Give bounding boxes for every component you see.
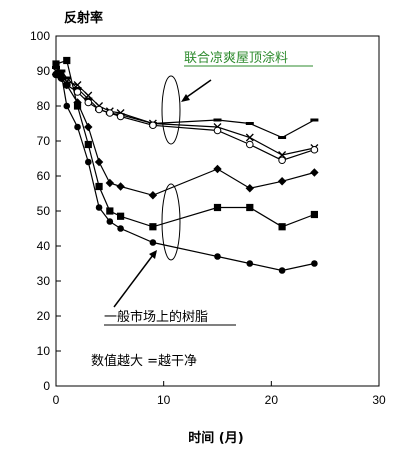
annotation-resin-label: 一般市场上的树脂 [104, 309, 208, 325]
data-point [63, 56, 71, 65]
data-point [106, 207, 114, 215]
y-tick-label: 100 [30, 29, 50, 43]
x-tick-label: 10 [157, 393, 171, 407]
series-line [55, 59, 315, 228]
x-tick-label: 0 [53, 393, 60, 407]
y-tick-label: 50 [37, 204, 51, 218]
data-point [245, 133, 254, 142]
data-point [310, 168, 319, 177]
data-point [58, 71, 65, 78]
y-tick-label: 20 [37, 309, 51, 323]
annotation-resin-arrow [113, 254, 154, 308]
data-point [310, 118, 319, 122]
data-point [57, 69, 66, 73]
data-point [73, 81, 82, 89]
annotation-resin-ellipse [161, 183, 181, 261]
data-point [73, 102, 82, 110]
series-6 [52, 60, 318, 274]
annotation-cool-roof-arrowhead [181, 94, 190, 102]
data-point [105, 178, 115, 188]
data-point [311, 260, 318, 267]
data-point [117, 225, 124, 232]
data-point [278, 136, 287, 139]
data-point [310, 210, 318, 219]
data-point [278, 267, 286, 274]
data-point [116, 182, 125, 191]
data-point [84, 140, 92, 149]
y-tick-label: 0 [43, 379, 50, 393]
data-point [149, 121, 157, 130]
data-point [277, 177, 287, 186]
y-tick-label: 80 [37, 99, 51, 113]
y-tick-label: 10 [37, 344, 51, 358]
data-point [106, 109, 114, 117]
data-point [149, 239, 157, 246]
data-point [278, 223, 286, 231]
x-tick-label: 30 [372, 393, 386, 407]
annotation-cool-roof-ellipse [161, 75, 181, 145]
data-point [213, 118, 222, 122]
y-tick-label: 40 [37, 239, 51, 253]
data-point [117, 212, 125, 220]
data-point [63, 102, 71, 110]
data-point [57, 73, 66, 83]
x-axis-title: 时间 (月) [188, 430, 243, 446]
y-tick-label: 30 [37, 274, 51, 288]
annotation-cool-roof-arrow [183, 79, 212, 100]
data-point [95, 204, 103, 211]
x-tick-label: 20 [265, 393, 279, 407]
data-point [74, 123, 81, 131]
data-point [310, 145, 319, 154]
data-point [62, 76, 71, 80]
data-point [52, 60, 60, 68]
data-point [278, 156, 286, 165]
data-point [95, 105, 103, 114]
data-point [245, 184, 254, 193]
data-point [213, 126, 222, 135]
data-point [214, 253, 221, 260]
series-5 [52, 56, 318, 231]
data-point [84, 122, 93, 132]
data-point [245, 122, 254, 125]
x-axis: 0 10 20 30 [53, 381, 386, 407]
annotation-cleanliness-note: 数值越大 =越干净 [91, 353, 197, 369]
data-point [85, 158, 92, 166]
y-tick-label: 60 [37, 169, 51, 183]
data-point [51, 70, 61, 79]
data-point [148, 191, 158, 200]
series-layer [51, 56, 319, 274]
y-tick-label: 90 [37, 64, 51, 78]
y-tick-label: 70 [37, 134, 51, 148]
annotation-cool-roof-label: 联合凉爽屋顶涂料 [184, 50, 288, 66]
y-axis-title: 反射率 [64, 10, 103, 26]
data-point [106, 218, 114, 225]
data-point [84, 91, 93, 100]
y-axis: 0 10 20 30 40 50 60 70 80 90 100 [30, 29, 61, 393]
annotation-resin-arrowhead [149, 250, 157, 259]
data-point [246, 260, 254, 267]
data-point [84, 98, 93, 107]
data-point [94, 157, 104, 167]
data-point [213, 164, 222, 174]
data-point [149, 223, 157, 231]
data-point [246, 140, 254, 149]
data-point [116, 112, 125, 121]
data-point [246, 203, 254, 212]
data-point [62, 80, 71, 90]
data-point [95, 182, 103, 191]
data-point [213, 203, 222, 212]
